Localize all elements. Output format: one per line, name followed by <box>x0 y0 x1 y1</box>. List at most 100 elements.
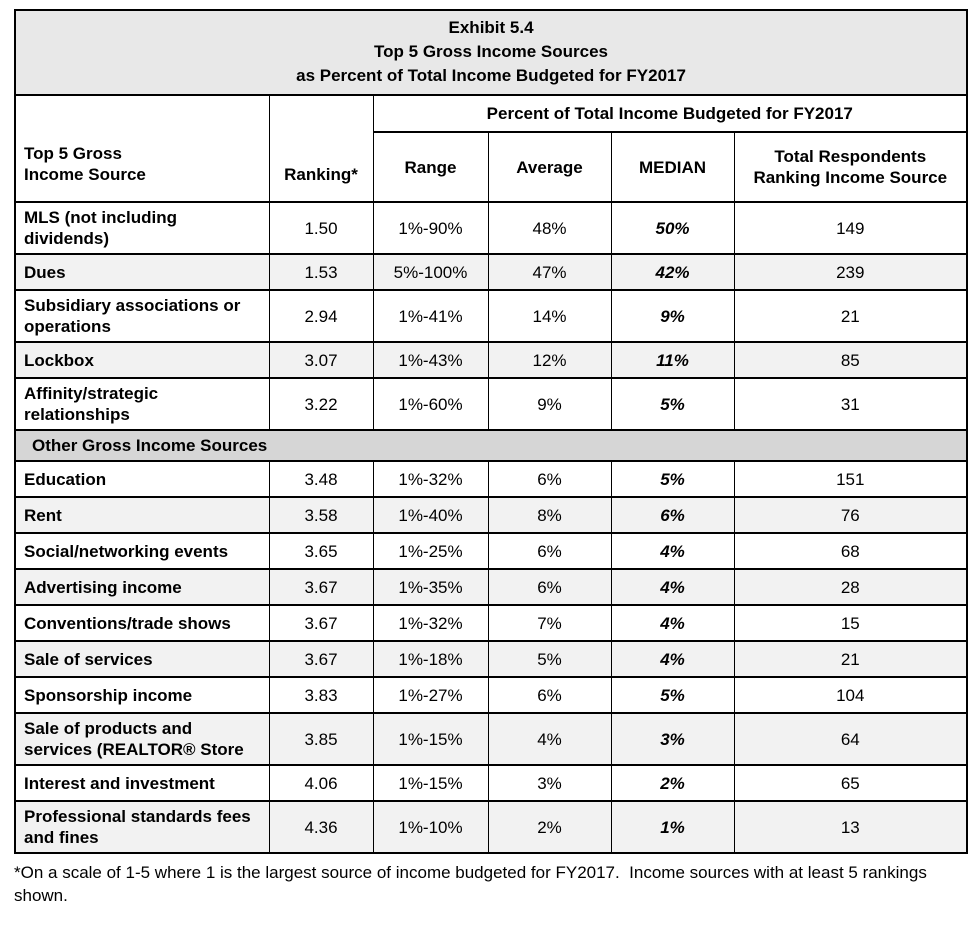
title-row: Exhibit 5.4 Top 5 Gross Income Sources a… <box>14 9 968 96</box>
cell-income-source: Conventions/trade shows <box>14 604 270 642</box>
cell-total-respondents: 239 <box>733 253 968 291</box>
cell-median: 4% <box>610 568 735 606</box>
cell-total-respondents: 85 <box>733 341 968 379</box>
table-row: Sponsorship income 3.83 1%-27% 6% 5% 104 <box>14 676 968 714</box>
cell-income-source: Lockbox <box>14 341 270 379</box>
header-row-sub: Range Average MEDIAN Total Respondents R… <box>15 131 968 203</box>
cell-range: 1%-40% <box>372 496 489 534</box>
income-sources-table: Exhibit 5.4 Top 5 Gross Income Sources a… <box>14 9 969 854</box>
table-row: Sale of services 3.67 1%-18% 5% 4% 21 <box>14 640 968 678</box>
cell-median: 4% <box>610 604 735 642</box>
cell-income-source: Professional standards fees and fines <box>14 800 270 854</box>
col-header-median: MEDIAN <box>610 131 735 203</box>
cell-total-respondents: 68 <box>733 532 968 570</box>
cell-median: 11% <box>610 341 735 379</box>
cell-ranking: 3.67 <box>268 568 374 606</box>
cell-median: 2% <box>610 764 735 802</box>
cell-median: 1% <box>610 800 735 854</box>
section-header-row: Other Gross Income Sources <box>14 429 968 462</box>
cell-average: 47% <box>487 253 612 291</box>
cell-average: 12% <box>487 341 612 379</box>
cell-range: 1%-60% <box>372 377 489 431</box>
cell-range: 1%-25% <box>372 532 489 570</box>
cell-average: 7% <box>487 604 612 642</box>
cell-total-respondents: 64 <box>733 712 968 766</box>
cell-average: 3% <box>487 764 612 802</box>
cell-ranking: 3.07 <box>268 341 374 379</box>
table-row: Lockbox 3.07 1%-43% 12% 11% 85 <box>14 341 968 379</box>
cell-ranking: 4.06 <box>268 764 374 802</box>
cell-median: 3% <box>610 712 735 766</box>
cell-ranking: 4.36 <box>268 800 374 854</box>
cell-total-respondents: 21 <box>733 640 968 678</box>
cell-total-respondents: 31 <box>733 377 968 431</box>
cell-range: 5%-100% <box>372 253 489 291</box>
cell-ranking: 2.94 <box>268 289 374 343</box>
other-section-header: Other Gross Income Sources <box>14 429 968 462</box>
cell-average: 14% <box>487 289 612 343</box>
table-row: Social/networking events 3.65 1%-25% 6% 4% 68 <box>14 532 968 570</box>
cell-income-source: Education <box>14 460 270 498</box>
exhibit-title-block: Exhibit 5.4 Top 5 Gross Income Sources a… <box>14 9 968 96</box>
exhibit-number: Exhibit 5.4 <box>448 18 534 37</box>
cell-median: 4% <box>610 640 735 678</box>
table-row: MLS (not including dividends) 1.50 1%-90% 4… <box>14 201 968 255</box>
cell-income-source: Sale of products and services (REALTOR® … <box>14 712 270 766</box>
cell-ranking: 3.22 <box>268 377 374 431</box>
col-header-ranking: Ranking* <box>268 94 374 203</box>
cell-range: 1%-43% <box>372 341 489 379</box>
cell-ranking: 3.83 <box>268 676 374 714</box>
cell-income-source: Interest and investment <box>14 764 270 802</box>
table-row: Sale of products and services (REALTOR® … <box>14 712 968 766</box>
cell-average: 2% <box>487 800 612 854</box>
cell-median: 4% <box>610 532 735 570</box>
cell-range: 1%-35% <box>372 568 489 606</box>
table-row: Dues 1.53 5%-100% 47% 42% 239 <box>14 253 968 291</box>
cell-income-source: Dues <box>14 253 270 291</box>
cell-income-source: Affinity/strategic relationships <box>14 377 270 431</box>
cell-total-respondents: 76 <box>733 496 968 534</box>
cell-average: 48% <box>487 201 612 255</box>
cell-average: 6% <box>487 532 612 570</box>
cell-income-source: Sponsorship income <box>14 676 270 714</box>
cell-ranking: 1.50 <box>268 201 374 255</box>
table-row: Interest and investment 4.06 1%-15% 3% 2% 65 <box>14 764 968 802</box>
table-row: Subsidiary associations or operations 2.9… <box>14 289 968 343</box>
cell-median: 42% <box>610 253 735 291</box>
cell-median: 5% <box>610 676 735 714</box>
cell-ranking: 3.85 <box>268 712 374 766</box>
cell-income-source: Advertising income <box>14 568 270 606</box>
cell-total-respondents: 65 <box>733 764 968 802</box>
cell-range: 1%-41% <box>372 289 489 343</box>
table-row: Education 3.48 1%-32% 6% 5% 151 <box>14 460 968 498</box>
section-header-label: Other Gross Income Sources <box>14 429 968 462</box>
cell-median: 5% <box>610 460 735 498</box>
cell-ranking: 3.58 <box>268 496 374 534</box>
cell-average: 6% <box>487 676 612 714</box>
table-row: Advertising income 3.67 1%-35% 6% 4% 28 <box>14 568 968 606</box>
cell-ranking: 3.67 <box>268 640 374 678</box>
cell-total-respondents: 15 <box>733 604 968 642</box>
cell-average: 8% <box>487 496 612 534</box>
cell-range: 1%-15% <box>372 764 489 802</box>
cell-ranking: 3.65 <box>268 532 374 570</box>
cell-median: 6% <box>610 496 735 534</box>
other-section: Education 3.48 1%-32% 6% 5% 151 Rent 3.58 1%-40%… <box>14 460 968 854</box>
cell-total-respondents: 21 <box>733 289 968 343</box>
cell-range: 1%-90% <box>372 201 489 255</box>
cell-range: 1%-32% <box>372 460 489 498</box>
cell-income-source: Subsidiary associations or operations <box>14 289 270 343</box>
cell-range: 1%-10% <box>372 800 489 854</box>
cell-median: 5% <box>610 377 735 431</box>
header-row-span: Top 5 Gross Income Source Ranking* Perce… <box>14 94 968 203</box>
cell-average: 6% <box>487 460 612 498</box>
table-row: Conventions/trade shows 3.67 1%-32% 7% 4% 15 <box>14 604 968 642</box>
cell-income-source: Sale of services <box>14 640 270 678</box>
footnote: *On a scale of 1-5 where 1 is the larges… <box>14 863 932 905</box>
cell-average: 6% <box>487 568 612 606</box>
cell-total-respondents: 149 <box>733 201 968 255</box>
table-row: Affinity/strategic relationships 3.22 1%-6… <box>14 377 968 431</box>
cell-income-source: Social/networking events <box>14 532 270 570</box>
cell-ranking: 3.48 <box>268 460 374 498</box>
